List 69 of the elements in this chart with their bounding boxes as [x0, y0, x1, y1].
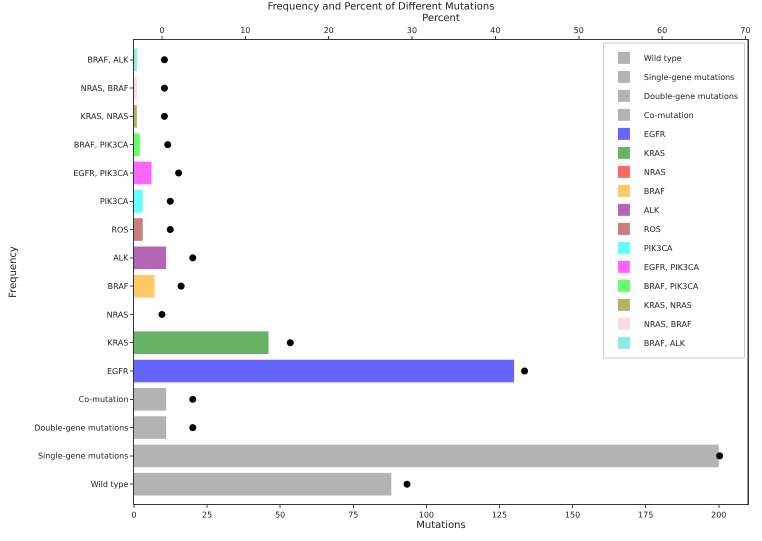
y-axis-title: Frequency [8, 246, 20, 298]
legend-label: Wild type [644, 54, 682, 63]
legend-label: BRAF [644, 186, 666, 196]
y-tick-label: ROS [111, 225, 128, 234]
chart-title: Frequency and Percent of Different Mutations [268, 2, 494, 13]
y-tick-label: NRAS, BRAF [80, 84, 129, 93]
point [286, 339, 294, 346]
point [521, 368, 528, 375]
legend-label: Co-mutation [644, 110, 694, 120]
x2-tick-label: 70 [740, 26, 751, 35]
y-tick-label: Wild type [90, 480, 128, 489]
point [178, 282, 185, 290]
x-tick-label: 175 [638, 510, 654, 520]
x2-axis-title: Percent [422, 12, 460, 24]
legend-label: Single-gene mutations [644, 72, 734, 82]
x-tick-label: 75 [348, 510, 358, 520]
x-tick-label: 200 [711, 510, 726, 520]
y-tick-label: ALK [113, 254, 130, 263]
point [160, 84, 168, 92]
y-tick-label: NRAS [106, 310, 128, 320]
x2-tick-label: 0 [159, 26, 164, 35]
x2-tick-label: 60 [657, 26, 668, 35]
point [160, 56, 168, 64]
x-tick-label: 150 [564, 510, 580, 520]
x2-tick-label: 20 [324, 26, 334, 35]
x-tick-label: 125 [492, 510, 508, 520]
y-tick-label: Double-gene mutations [34, 423, 128, 432]
point [166, 226, 174, 234]
legend-label: BRAF, ALK [644, 338, 686, 348]
point [404, 480, 411, 488]
y-tick-label: BRAF, PIK3CA [74, 140, 129, 150]
y-tick-label: Co-mutation [78, 395, 128, 404]
point [189, 396, 196, 403]
x-tick-label: 50 [275, 510, 286, 520]
x2-tick-label: 40 [490, 26, 500, 35]
point [189, 424, 196, 432]
y-tick-label: KRAS, NRAS [80, 112, 128, 122]
x-tick-label: 25 [202, 510, 212, 520]
legend-label: ROS [644, 224, 661, 234]
x-axis-title: Mutations [416, 520, 466, 532]
x-tick-label: 100 [418, 510, 434, 520]
legend-label: KRAS [644, 148, 665, 158]
point [166, 198, 174, 205]
y-tick-label: EGFR, PIK3CA [73, 168, 129, 178]
x2-tick-label: 30 [406, 26, 418, 35]
point [164, 141, 172, 148]
legend-label: EGFR, PIK3CA [644, 262, 700, 272]
x2-tick-label: 50 [574, 26, 584, 35]
legend-label: ALK [644, 206, 660, 215]
legend-label: PIK3CA [644, 244, 674, 253]
x2-tick-label: 10 [240, 26, 250, 35]
legend-label: NRAS, BRAF [644, 320, 692, 329]
legend-label: Double-gene mutations [644, 92, 738, 101]
y-tick-label: BRAF [108, 282, 129, 291]
point [158, 310, 166, 318]
point [160, 112, 168, 120]
y-tick-label: Single-gene mutations [38, 452, 128, 461]
x-tick-label: 0 [131, 510, 137, 520]
y-tick-label: PIK3CA [100, 197, 129, 206]
point [175, 169, 182, 176]
y-tick-label: KRAS [107, 338, 128, 348]
legend-label: NRAS [644, 168, 666, 177]
y-tick-label: EGFR [106, 366, 129, 376]
point [716, 452, 724, 460]
legend-label: BRAF, PIK3CA [644, 282, 699, 291]
point [189, 254, 196, 262]
legend-label: KRAS, NRAS [644, 300, 692, 310]
legend-label: EGFR [644, 130, 666, 139]
y-tick-label: BRAF, ALK [87, 56, 130, 65]
